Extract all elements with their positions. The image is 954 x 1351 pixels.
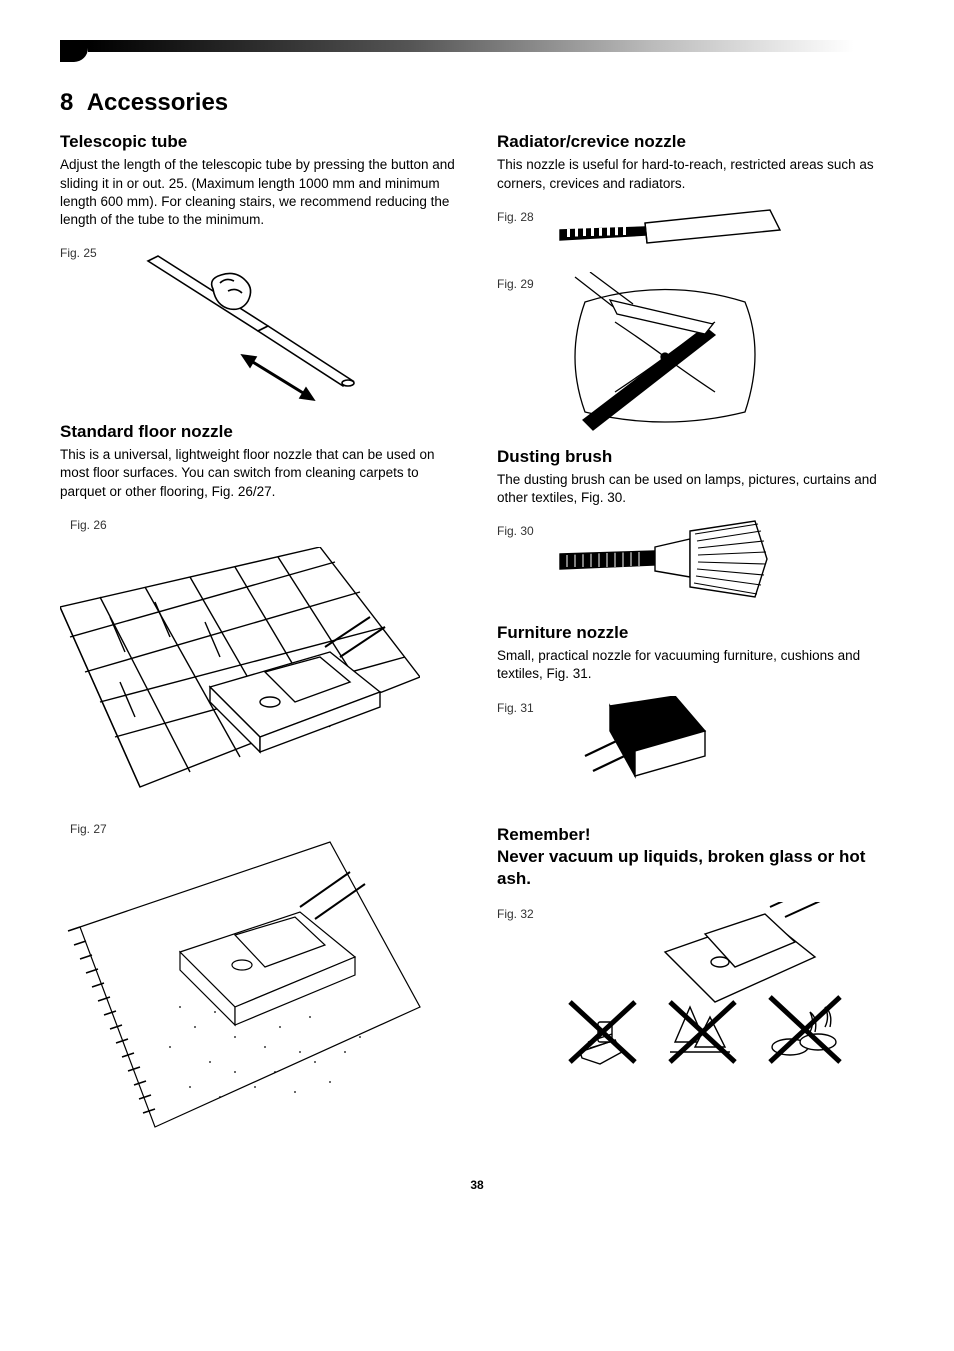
fig-32-block: Fig. 32 xyxy=(497,902,894,1072)
left-column: Telescopic tube Adjust the length of the… xyxy=(60,127,457,1147)
header-bar xyxy=(60,40,894,62)
section-title: 8 Accessories xyxy=(60,87,894,119)
radiator-body: This nozzle is useful for hard-to-reach,… xyxy=(497,156,894,192)
header-tab-shape xyxy=(60,40,88,62)
right-column: Radiator/crevice nozzle This nozzle is u… xyxy=(497,127,894,1147)
fig-29-label: Fig. 29 xyxy=(497,272,541,292)
remember-heading: Remember! Never vacuum up liquids, broke… xyxy=(497,824,894,890)
remember-line1: Remember! xyxy=(497,825,591,844)
page-number: 38 xyxy=(60,1177,894,1193)
fig-32-label: Fig. 32 xyxy=(497,902,541,922)
remember-line2: Never vacuum up liquids, broken glass or… xyxy=(497,847,865,888)
fig-26-label: Fig. 26 xyxy=(70,513,114,533)
floor-nozzle-body: This is a universal, lightweight floor n… xyxy=(60,446,457,501)
header-gradient xyxy=(88,40,894,52)
fig-31-art xyxy=(555,696,894,806)
fig-25-art xyxy=(118,241,457,411)
fig-30-block: Fig. 30 xyxy=(497,519,894,604)
fig-25-block: Fig. 25 xyxy=(60,241,457,411)
fig-30-art xyxy=(555,519,894,604)
section-number: 8 xyxy=(60,89,73,116)
fig-26-art xyxy=(60,547,420,807)
fig-27-label: Fig. 27 xyxy=(70,817,457,837)
floor-nozzle-heading: Standard floor nozzle xyxy=(60,421,457,444)
fig-32-art xyxy=(555,902,894,1072)
fig-30-label: Fig. 30 xyxy=(497,519,541,539)
fig-29-block: Fig. 29 xyxy=(497,272,894,432)
radiator-heading: Radiator/crevice nozzle xyxy=(497,131,894,154)
fig-31-label: Fig. 31 xyxy=(497,696,541,716)
fig-29-art xyxy=(555,272,894,432)
fig-28-art xyxy=(555,205,894,260)
two-column-layout: Telescopic tube Adjust the length of the… xyxy=(60,127,894,1147)
telescopic-heading: Telescopic tube xyxy=(60,131,457,154)
fig-26-block: Fig. 26 xyxy=(60,513,457,807)
furniture-heading: Furniture nozzle xyxy=(497,622,894,645)
section-heading: Accessories xyxy=(87,89,228,116)
fig-28-block: Fig. 28 xyxy=(497,205,894,260)
fig-31-block: Fig. 31 xyxy=(497,696,894,806)
furniture-body: Small, practical nozzle for vacuuming fu… xyxy=(497,647,894,683)
dusting-body: The dusting brush can be used on lamps, … xyxy=(497,471,894,507)
fig-27-art xyxy=(60,837,457,1147)
fig-28-label: Fig. 28 xyxy=(497,205,541,225)
telescopic-body: Adjust the length of the telescopic tube… xyxy=(60,156,457,229)
dusting-heading: Dusting brush xyxy=(497,446,894,469)
fig-25-label: Fig. 25 xyxy=(60,241,104,261)
